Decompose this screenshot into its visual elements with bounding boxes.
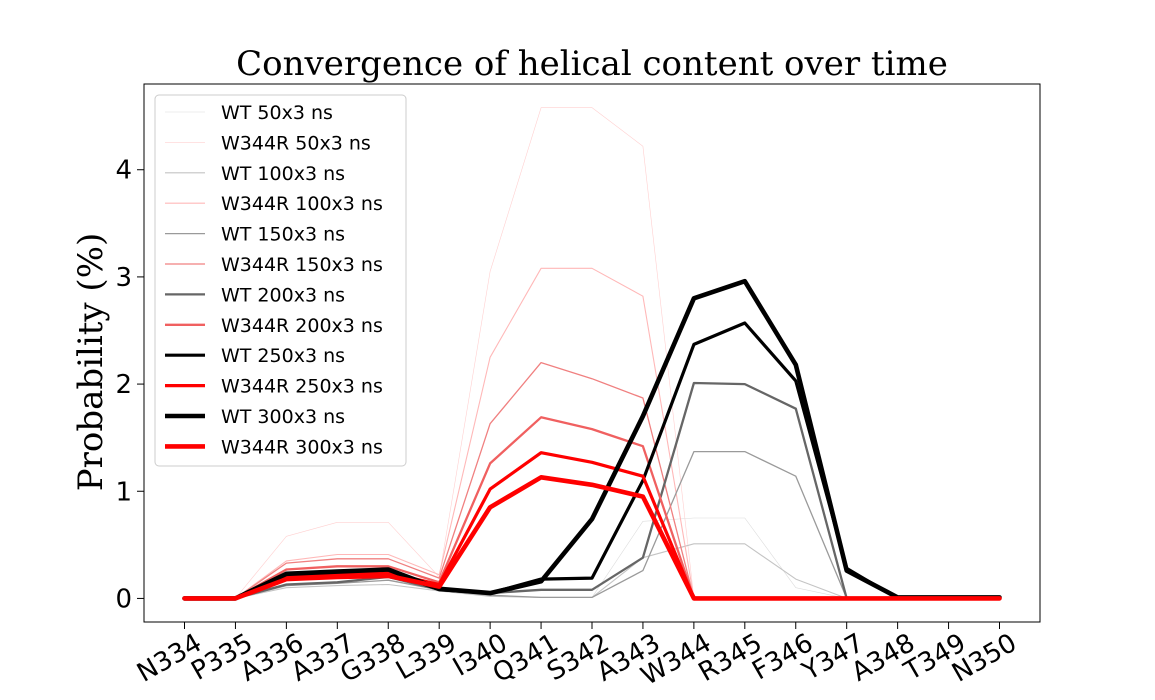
legend-entry: W344R 50x3 ns — [221, 132, 371, 154]
y-tick-label: 3 — [115, 263, 132, 293]
y-axis-label: Probability (%) — [71, 233, 111, 492]
legend-entry: W344R 250x3 ns — [221, 376, 383, 398]
y-tick-label: 4 — [115, 156, 132, 186]
x-axis: N334P335A336A337G338L339I340Q341S342A343… — [132, 622, 1022, 692]
legend-entry: WT 300x3 ns — [221, 406, 345, 428]
legend-entry: WT 250x3 ns — [221, 345, 345, 367]
series-line-12 — [182, 474, 1002, 601]
chart-title: Convergence of helical content over time — [236, 44, 948, 84]
legend-entry: WT 100x3 ns — [221, 163, 345, 185]
legend-entry: WT 200x3 ns — [221, 284, 345, 306]
legend: WT 50x3 ns W344R 50x3 ns WT 100x3 ns W344R … — [154, 94, 407, 467]
legend-entry: WT 150x3 ns — [221, 224, 345, 246]
series-layer — [182, 107, 1002, 601]
legend-entry: W344R 100x3 ns — [221, 193, 383, 215]
legend-entry: W344R 200x3 ns — [221, 315, 383, 337]
y-tick-label: 0 — [115, 584, 132, 614]
legend-entry: W344R 300x3 ns — [221, 436, 383, 458]
y-tick-label: 2 — [115, 370, 132, 400]
y-axis: 0 1 2 3 4 — [115, 156, 144, 614]
y-tick-label: 1 — [115, 477, 132, 507]
legend-box — [154, 94, 407, 467]
series-line-11 — [182, 278, 1002, 601]
legend-entry: WT 50x3 ns — [221, 102, 333, 124]
legend-entry: W344R 150x3 ns — [221, 254, 383, 276]
